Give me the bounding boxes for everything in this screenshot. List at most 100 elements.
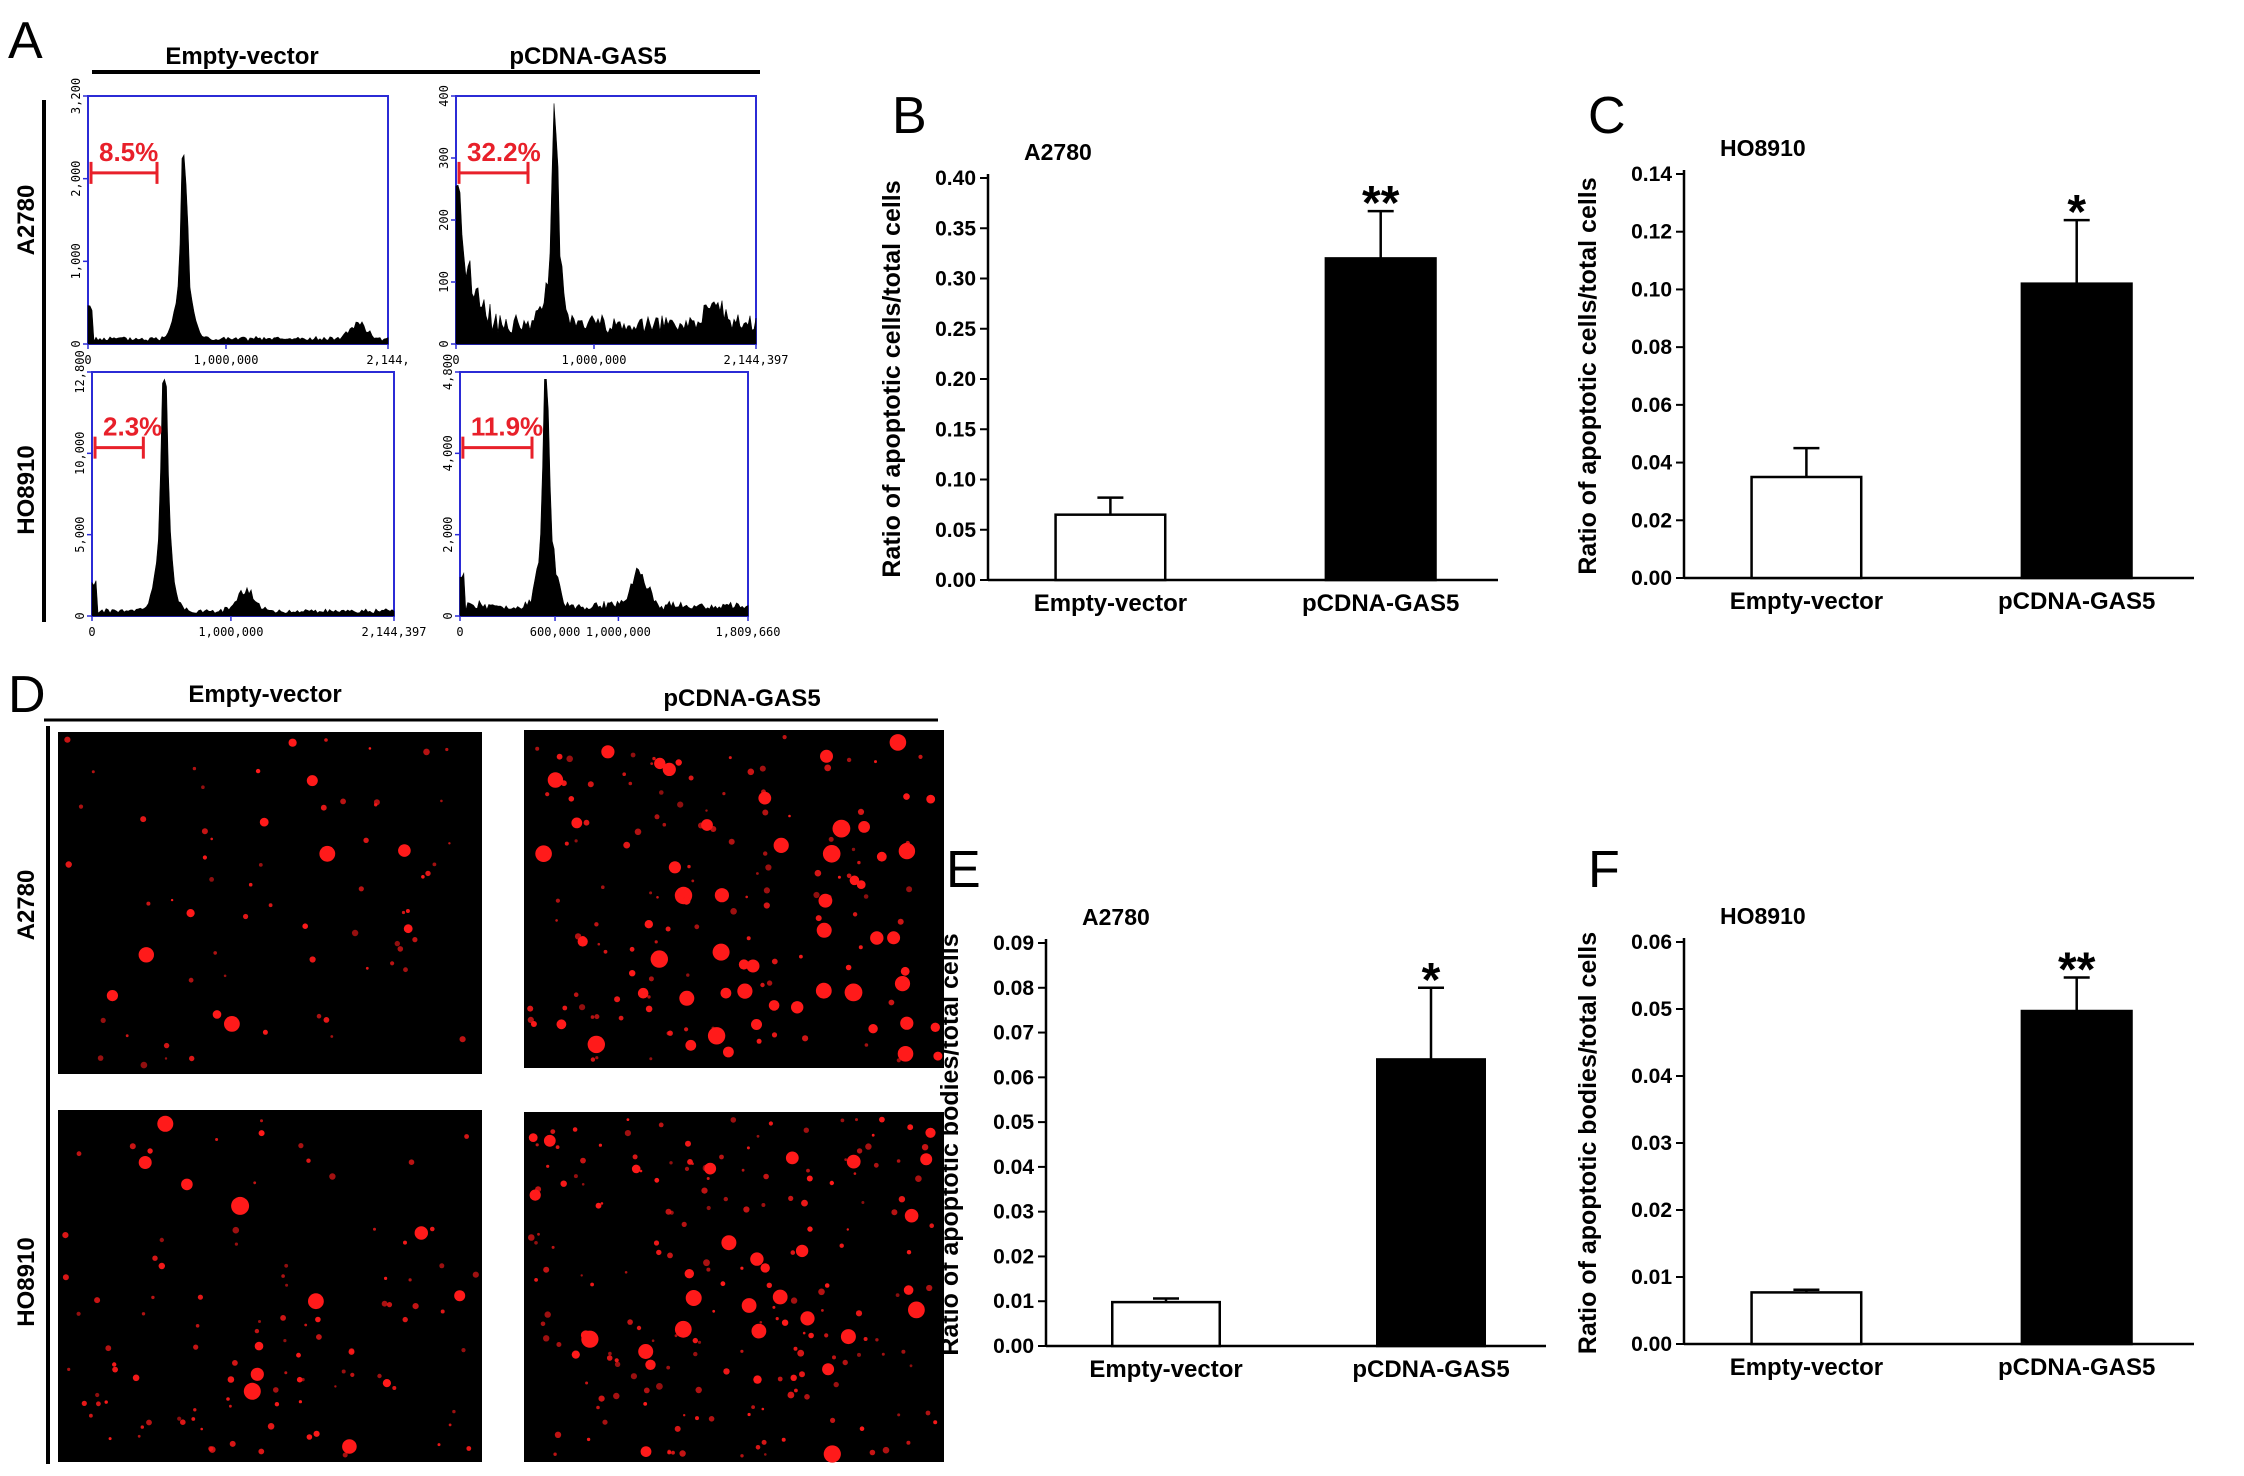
fluorescent-spot: [358, 886, 364, 892]
fluorescent-spot: [816, 922, 832, 938]
panel-f: F 0.00 0.01 0.02 0.03 0.04 0.05 0.06 Ratio of a…: [1574, 841, 2194, 1381]
fluorescent-spot: [373, 1227, 376, 1231]
gate-percentage: 2.3%: [103, 412, 162, 442]
x-category-label: Empty-vector: [1089, 1356, 1242, 1383]
fluorescent-spot: [650, 950, 668, 968]
fluorescent-spot: [151, 1295, 155, 1300]
fluorescent-spot: [666, 1365, 671, 1370]
fluorescent-spot: [590, 1282, 594, 1287]
chart-title: HO8910: [1720, 135, 1806, 161]
fluorescent-spot: [743, 1206, 750, 1213]
bar: [1376, 1058, 1486, 1348]
fluorescent-spot: [688, 775, 694, 781]
fluorescent-spot: [703, 1259, 710, 1267]
x-category-label: pCDNA-GAS5: [1998, 588, 2155, 615]
y-tick-label: 0.05: [1631, 998, 1672, 1021]
fluorescent-spot: [765, 864, 772, 871]
fluorescent-spot: [571, 1350, 580, 1359]
fluorescent-spot: [401, 910, 406, 915]
panel-label-c: C: [1588, 87, 1626, 145]
fluorescent-spot: [706, 1205, 711, 1211]
fluorescent-spot: [624, 1130, 632, 1137]
fluorescent-spot: [186, 909, 195, 918]
fluorescent-spot: [637, 987, 649, 999]
panel-d-row-a2780: A2780: [13, 870, 40, 941]
fluorescent-spot: [546, 1164, 550, 1168]
fluorescent-spot: [556, 1342, 562, 1347]
fluorescent-spot: [737, 983, 753, 999]
histogram-y-tick-label: 1,000: [69, 243, 83, 279]
fluorescent-spot: [906, 886, 913, 893]
fluorescent-spot: [925, 1410, 931, 1416]
fluorescent-spot: [394, 940, 400, 947]
fluorescent-spot: [316, 1013, 322, 1019]
fluorescent-spot: [630, 752, 636, 758]
fluorescent-spot: [777, 1376, 783, 1382]
x-category-label: Empty-vector: [1730, 1354, 1883, 1381]
fluorescent-spot: [654, 757, 666, 770]
fluorescent-spot: [896, 1058, 901, 1063]
fluorescent-spot: [856, 880, 866, 889]
panel-label-d: D: [8, 666, 46, 724]
fluorescent-spot: [824, 764, 832, 772]
histogram-x-tick-label: 1,000,000: [561, 353, 626, 367]
fluorescent-spot: [832, 1355, 836, 1360]
fluorescent-spot: [226, 1397, 230, 1401]
fluorescent-spot: [363, 837, 369, 843]
fluorescent-spot: [177, 1416, 182, 1421]
fluorescent-spot: [448, 842, 451, 845]
fluorescent-spot: [112, 1362, 117, 1367]
fluorescent-spot: [640, 1446, 652, 1457]
fluorescent-spot: [544, 1311, 551, 1318]
fluorescent-spot: [799, 954, 803, 959]
fluorescent-spot: [650, 762, 654, 765]
fluorescent-spot: [112, 1366, 118, 1373]
fluorescent-spot: [309, 956, 316, 963]
fluorescent-spot: [855, 1310, 863, 1317]
fluorescent-spot: [554, 1431, 562, 1439]
fluorescent-spot: [852, 912, 858, 917]
fluorescent-spot: [721, 1235, 737, 1251]
fluorescent-spot: [254, 1341, 264, 1351]
fluorescent-spot: [223, 974, 227, 978]
fluorescent-spot: [397, 946, 404, 952]
fluorescent-spot: [882, 1446, 890, 1454]
histogram-fill: [91, 378, 395, 617]
fluorescent-spot: [437, 1443, 441, 1447]
bar-chart-e: 0.00 0.01 0.02 0.03 0.04 0.05 0.06 0.07 0.08 0.09…: [936, 904, 1546, 1383]
fluorescent-spot: [643, 1402, 648, 1406]
fluorescent-spot: [794, 1388, 798, 1393]
fluorescent-spot: [687, 864, 691, 869]
fluorescent-spot: [898, 842, 916, 860]
fluorescent-spot: [163, 1042, 170, 1049]
fluorescent-spot: [755, 1445, 761, 1450]
fluorescent-spot: [793, 1346, 798, 1351]
fluorescent-spot: [608, 1351, 612, 1356]
fluorescent-spot: [253, 1181, 257, 1185]
fluorescent-spot: [108, 1437, 112, 1441]
fluorescent-spot: [859, 1426, 865, 1431]
fluorescent-spot: [829, 1180, 834, 1186]
y-tick-label: 0.02: [1631, 1199, 1672, 1222]
fluorescent-spot: [181, 1178, 193, 1191]
fluorescent-spot: [851, 847, 856, 852]
fluorescent-spot: [643, 1387, 650, 1394]
fluorescent-spot: [597, 942, 601, 946]
fluorescent-spot: [454, 1290, 466, 1302]
fluorescent-spot: [528, 1133, 538, 1142]
fluorescent-spot: [824, 1283, 830, 1288]
fluorescent-spot: [873, 1162, 879, 1168]
fluorescent-spot: [645, 1005, 653, 1013]
fluorescent-spot: [856, 1148, 863, 1154]
fluorescent-spot: [430, 1226, 435, 1232]
y-tick-label: 0.04: [993, 1156, 1034, 1179]
fluorescent-spot: [213, 951, 217, 955]
fluorescent-spot: [808, 1332, 814, 1339]
panel-c: C 0.00 0.02 0.04 0.06 0.08 0.10 0.12 0.14 Ratio …: [1574, 87, 2194, 615]
fluorescent-spot: [273, 1387, 279, 1393]
y-tick-label: 0.30: [935, 268, 976, 291]
micrograph: [58, 1110, 482, 1462]
fluorescent-spot: [587, 781, 594, 788]
y-axis-label: Ratio of apoptotic cells/total cells: [878, 180, 906, 577]
histogram-y-tick-label: 4,800: [441, 354, 455, 390]
